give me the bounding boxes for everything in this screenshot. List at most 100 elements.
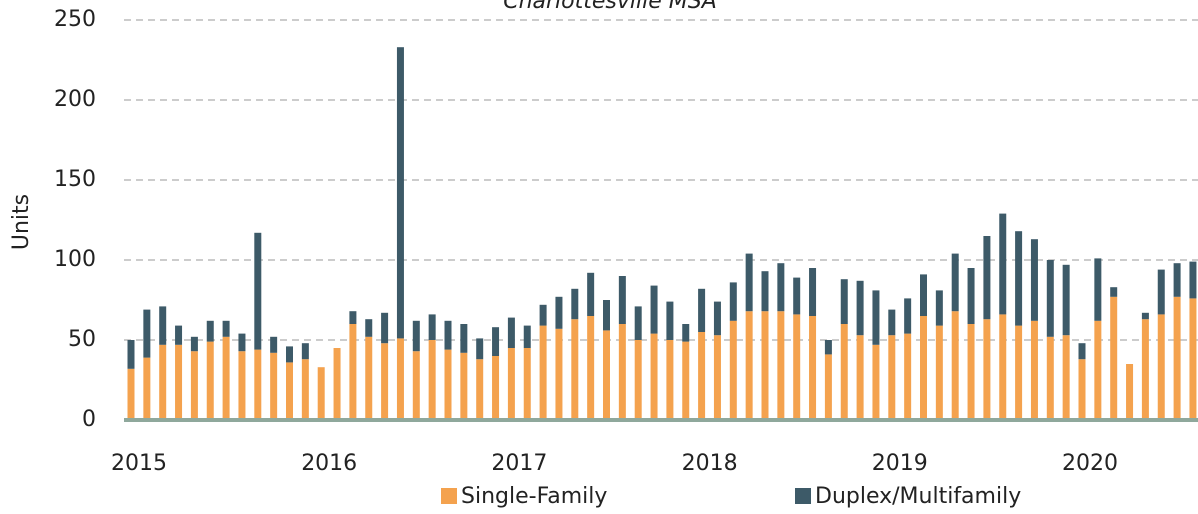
bar-segment (666, 340, 674, 420)
bar-segment (1046, 336, 1054, 420)
bar-segment (587, 272, 595, 316)
bar-segment (904, 298, 912, 334)
y-tick-label: 200 (54, 87, 96, 112)
bar-segment (238, 333, 246, 352)
bar-segment (793, 277, 801, 315)
bar-segment (824, 354, 832, 420)
bar-segment (143, 309, 151, 358)
bar-segment (983, 319, 991, 420)
bar-segment (286, 362, 293, 420)
bar-segment (349, 311, 357, 324)
bar-segment (444, 349, 452, 420)
bar-segment (1126, 364, 1134, 420)
bar-segment (1015, 325, 1023, 420)
bar-segment (1078, 359, 1086, 420)
bar-segment (381, 343, 389, 420)
bar-segment (729, 282, 737, 321)
bar-segment (745, 253, 753, 312)
bar-segment (333, 348, 341, 420)
bar-segment (571, 319, 579, 420)
bar-segment (222, 320, 230, 337)
bar-segment (951, 311, 959, 420)
bar-segment (920, 274, 927, 316)
bar-segment (301, 359, 309, 420)
bar-segment (206, 320, 214, 342)
bar-segment (428, 340, 436, 420)
y-tick-label: 50 (68, 327, 96, 352)
bar-segment (888, 309, 896, 336)
bar-segment (618, 276, 626, 324)
bar-segment (396, 47, 404, 339)
bar-segment (396, 338, 404, 420)
y-tick-label: 100 (54, 247, 96, 272)
bar-segment (1094, 258, 1102, 321)
bar-segment (729, 320, 737, 420)
bar-segment (1062, 335, 1070, 420)
bar-segment (175, 344, 183, 420)
x-tick-label: 2018 (682, 451, 738, 476)
bar-segment (507, 317, 515, 348)
bar-segment (381, 312, 389, 344)
bar-segment (793, 314, 801, 420)
bar-segment (492, 356, 500, 420)
bar-segment (412, 351, 420, 420)
bar-segment (507, 348, 515, 420)
bar-segment (809, 316, 817, 420)
bar-segment (190, 351, 198, 420)
bar-segment (127, 368, 135, 420)
bar-segment (1015, 231, 1023, 326)
bar-segment (539, 304, 547, 326)
bar-segment (460, 324, 468, 353)
bar-segment (1094, 320, 1102, 420)
bar-segment (238, 351, 246, 420)
bar-segment (127, 340, 135, 369)
y-tick-label: 150 (54, 167, 96, 192)
bar-segment (1141, 312, 1149, 320)
bar-segment (1173, 296, 1181, 420)
y-tick-label: 250 (54, 7, 96, 32)
bar-segment (587, 316, 595, 420)
bar-segment (523, 325, 531, 348)
bar-segment (301, 343, 309, 360)
bar-segment (159, 344, 167, 420)
bar-segment (761, 271, 769, 312)
bar-segment (935, 325, 943, 420)
bar-segment (666, 301, 674, 340)
bar-segment (761, 311, 769, 420)
bar-segment (1030, 239, 1038, 321)
bar-segment (1062, 264, 1070, 336)
bar-segment (492, 327, 500, 356)
bar-segment (175, 325, 183, 345)
bar-segment (365, 319, 373, 337)
bar-segment (698, 332, 706, 420)
bar-segment (856, 280, 864, 336)
x-tick-label: 2020 (1062, 451, 1118, 476)
bar-segment (1189, 298, 1197, 420)
legend-swatch (795, 488, 811, 504)
bar-segment (1078, 343, 1086, 360)
bar-segment (476, 359, 484, 420)
bar-segment (428, 314, 436, 340)
bar-segment (824, 340, 832, 355)
bar-segment (698, 288, 706, 332)
bar-segment (349, 324, 357, 420)
bar-segment (1110, 296, 1118, 420)
bar-segment (999, 314, 1007, 420)
bar-segment (888, 335, 896, 420)
bar-segment (809, 268, 817, 316)
bar-segment (143, 357, 151, 420)
bar-segment (1046, 260, 1054, 337)
bar-segment (920, 316, 927, 420)
bar-segment (523, 348, 531, 420)
bar-segment (967, 268, 975, 324)
bar-segment (682, 341, 690, 420)
bar-segment (1157, 269, 1165, 315)
bar-segment (1141, 319, 1149, 420)
bar-segment (270, 336, 278, 353)
bar-segment (682, 324, 690, 342)
bar-segment (951, 253, 959, 312)
x-tick-label: 2016 (301, 451, 357, 476)
bar-segment (634, 306, 642, 340)
bar-segment (206, 341, 214, 420)
